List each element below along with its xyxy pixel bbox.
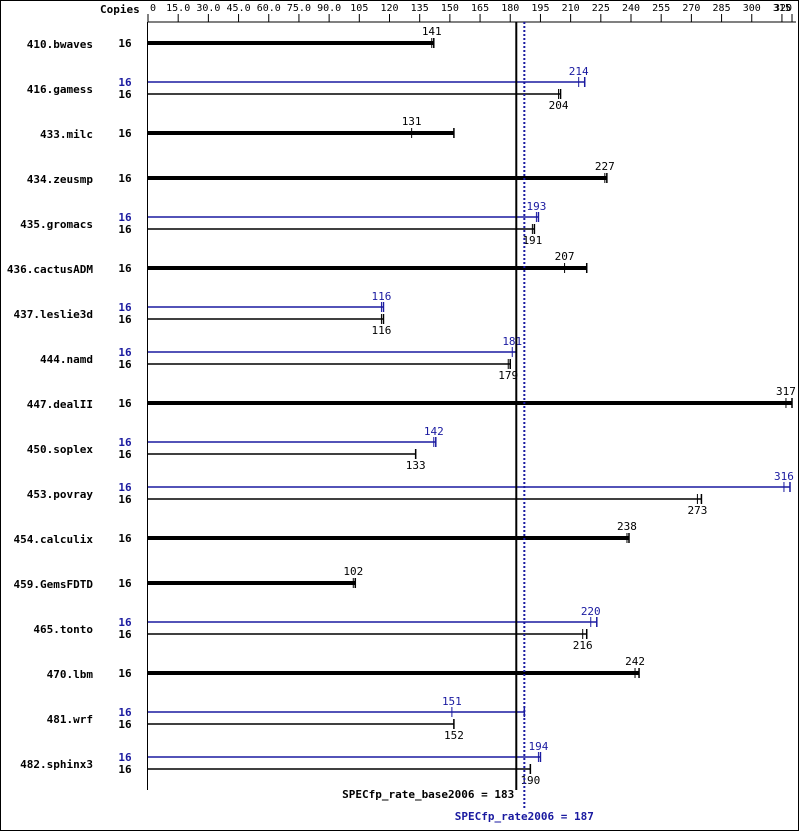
copies: 16 (118, 706, 132, 719)
x-tick-label: 150 (441, 3, 459, 14)
value-label: 216 (573, 639, 593, 652)
benchmark-label: 459.GemsFDTD (14, 578, 94, 591)
benchmark-label: 465.tonto (33, 623, 93, 636)
value-label: 116 (372, 290, 392, 303)
copies: 16 (118, 493, 132, 506)
benchmark-label: 454.calculix (14, 533, 94, 546)
copies: 16 (118, 88, 132, 101)
x-tick-label: 0 (150, 3, 156, 14)
benchmark-label: 482.sphinx3 (20, 758, 93, 771)
benchmark-label: 436.cactusADM (7, 263, 93, 276)
copies: 16 (118, 397, 132, 410)
value-label: 179 (498, 369, 518, 382)
copies: 16 (118, 616, 132, 629)
copies: 16 (118, 751, 132, 764)
value-label: 142 (424, 425, 444, 438)
benchmark-label: 433.milc (40, 128, 93, 141)
benchmark-label: 416.gamess (27, 83, 93, 96)
benchmark-label: 481.wrf (47, 713, 93, 726)
copies: 16 (118, 532, 132, 545)
value-label: 227 (595, 160, 615, 173)
copies: 16 (118, 628, 132, 641)
x-tick-label: 30.0 (196, 3, 220, 14)
value-label: 238 (617, 520, 637, 533)
value-label: 193 (526, 200, 546, 213)
value-label: 191 (522, 234, 542, 247)
copies: 16 (118, 358, 132, 371)
copies: 16 (118, 667, 132, 680)
x-tick-label: 45.0 (227, 3, 251, 14)
copies: 16 (118, 313, 132, 326)
x-tick-label: 255 (652, 3, 670, 14)
benchmark-label: 437.leslie3d (14, 308, 93, 321)
value-label: 316 (774, 470, 794, 483)
value-label: 204 (549, 99, 569, 112)
value-label: 181 (502, 335, 522, 348)
value-label: 133 (406, 459, 426, 472)
x-tick-label: 60.0 (257, 3, 281, 14)
x-tick-label: 240 (622, 3, 640, 14)
copies: 16 (118, 718, 132, 731)
benchmark-label: 434.zeusmp (27, 173, 94, 186)
x-tick-label: 285 (713, 3, 731, 14)
copies: 16 (118, 211, 132, 224)
value-label: 131 (402, 115, 422, 128)
value-label: 273 (687, 504, 707, 517)
value-label: 190 (520, 774, 540, 787)
value-label: 317 (776, 385, 796, 398)
value-label: 242 (625, 655, 645, 668)
value-label: 151 (442, 695, 462, 708)
benchmark-label: 444.namd (40, 353, 93, 366)
x-tick-label: 300 (743, 3, 761, 14)
x-tick-label: 165 (471, 3, 489, 14)
benchmark-label: 453.povray (27, 488, 94, 501)
x-tick-label: 75.0 (287, 3, 311, 14)
benchmark-label: 435.gromacs (20, 218, 93, 231)
x-tick-label: 120 (380, 3, 398, 14)
value-label: 152 (444, 729, 464, 742)
reference-label: SPECfp_rate2006 = 187 (455, 810, 594, 823)
x-tick-label: 180 (501, 3, 519, 14)
x-tick-label: 105 (350, 3, 368, 14)
copies: 16 (118, 127, 132, 140)
value-label: 214 (569, 65, 589, 78)
copies: 16 (118, 37, 132, 50)
copies-header: Copies (100, 3, 140, 16)
value-label: 102 (343, 565, 363, 578)
x-tick-label: 15.0 (166, 3, 190, 14)
copies: 16 (118, 346, 132, 359)
reference-label: SPECfp_rate_base2006 = 183 (342, 788, 514, 801)
copies: 16 (118, 76, 132, 89)
copies: 16 (118, 262, 132, 275)
value-label: 116 (372, 324, 392, 337)
copies: 16 (118, 172, 132, 185)
benchmark-label: 450.soplex (27, 443, 94, 456)
copies: 16 (118, 763, 132, 776)
copies: 16 (118, 301, 132, 314)
x-tick-label: 270 (682, 3, 700, 14)
value-label: 207 (555, 250, 575, 263)
x-tick-label: 195 (531, 3, 549, 14)
copies: 16 (118, 481, 132, 494)
x-tick-label: 90.0 (317, 3, 341, 14)
x-tick-label: 315 (773, 3, 791, 14)
x-tick-label: 210 (562, 3, 580, 14)
value-label: 141 (422, 25, 442, 38)
x-tick-label: 135 (411, 3, 429, 14)
benchmark-label: 470.lbm (47, 668, 94, 681)
benchmark-label: 410.bwaves (27, 38, 93, 51)
copies: 16 (118, 436, 132, 449)
value-label: 194 (528, 740, 548, 753)
x-tick-label: 320 (774, 3, 792, 14)
copies: 16 (118, 577, 132, 590)
value-label: 220 (581, 605, 601, 618)
x-tick-label: 225 (592, 3, 610, 14)
copies: 16 (118, 223, 132, 236)
benchmark-label: 447.dealII (27, 398, 93, 411)
copies: 16 (118, 448, 132, 461)
